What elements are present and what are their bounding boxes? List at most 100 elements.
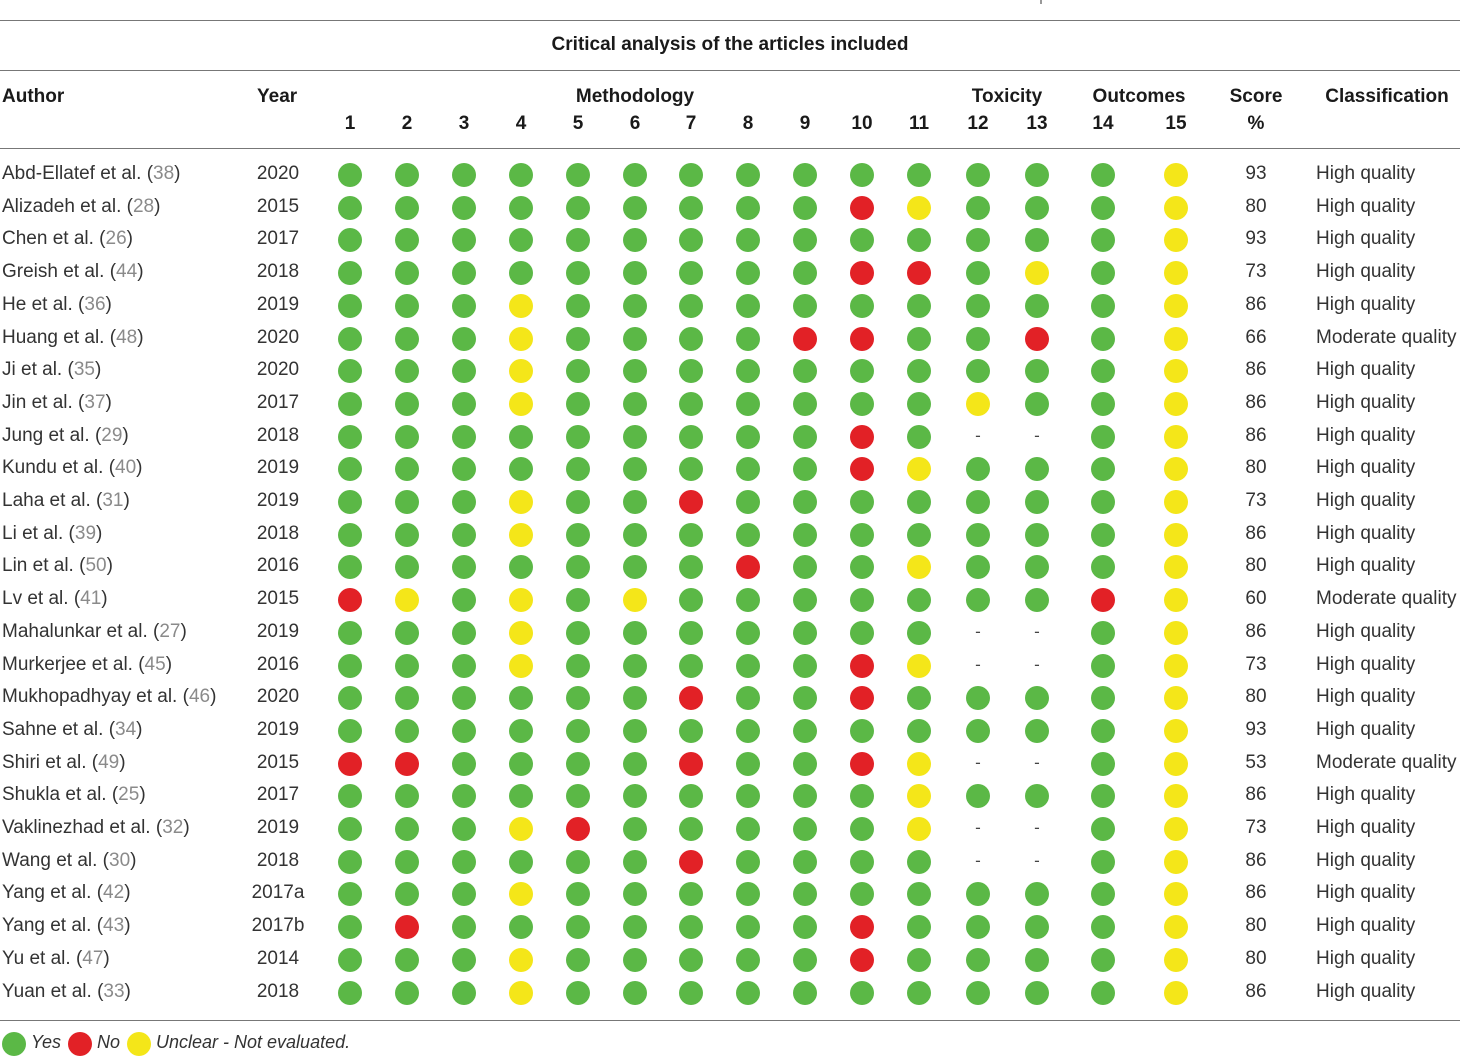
rating-dot-yes (1025, 490, 1049, 514)
rating-dot-yes (966, 882, 990, 907)
rating-dot-yes (907, 882, 931, 907)
reference-link[interactable]: 29 (101, 424, 123, 446)
year-cell: 2019 (256, 718, 300, 740)
rating-dot-yes (623, 326, 647, 351)
year-cell: 2018 (256, 424, 300, 446)
bottom-rule (0, 1020, 1460, 1021)
rating-dot-no (850, 195, 874, 220)
rating-dot-unclear (509, 326, 533, 351)
reference-link[interactable]: 32 (162, 817, 184, 838)
rating-dot-yes (679, 555, 703, 580)
table-row: Li et al. (39) 2018 86 High quality (0, 517, 1460, 550)
score-cell: 53 (1245, 751, 1267, 773)
reference-link[interactable]: 43 (103, 915, 125, 937)
reference-link[interactable]: 35 (73, 359, 95, 381)
rating-dot-yes (395, 163, 419, 187)
table-row: Lv et al. (41) 2015 60 Moderate quality (0, 582, 1460, 615)
author-cell: Jin et al. (37) (2, 386, 112, 419)
rating-dot-unclear (1164, 686, 1188, 711)
reference-link[interactable]: 49 (98, 751, 120, 773)
rating-dot-yes (566, 424, 590, 449)
table-row: Yang et al. (43) 2017b 80 High quality (0, 909, 1460, 942)
author-name: Greish et al. ( (2, 261, 117, 283)
year-cell: 2017 (256, 784, 300, 806)
not-applicable-mark: - (975, 621, 981, 641)
score-cell: 80 (1245, 195, 1267, 217)
reference-link[interactable]: 34 (115, 718, 137, 740)
reference-link[interactable]: 48 (116, 326, 138, 348)
score-cell: 86 (1245, 620, 1267, 642)
rating-dot-yes (623, 653, 647, 678)
table-row: Mahalunkar et al. (27) 2019 - - 86 High quali… (0, 615, 1460, 648)
item-number-11: 11 (908, 113, 930, 134)
reference-link[interactable]: 38 (153, 163, 175, 184)
reference-link[interactable]: 33 (103, 980, 125, 1002)
reference-link[interactable]: 50 (85, 555, 107, 577)
reference-link[interactable]: 30 (109, 849, 131, 871)
rating-dot-yes (623, 915, 647, 940)
header-classification: Classification (1325, 86, 1449, 107)
rating-dot-unclear (1025, 261, 1049, 286)
reference-link[interactable]: 25 (118, 784, 140, 806)
rating-dot-no (1025, 326, 1049, 351)
rating-dot-yes (679, 882, 703, 907)
rating-dot-yes (566, 915, 590, 940)
rating-dot-yes (509, 784, 533, 809)
rating-dot-yes (1025, 947, 1049, 972)
rating-dot-yes (338, 947, 362, 972)
reference-link[interactable]: 28 (132, 195, 155, 217)
reference-link[interactable]: 31 (102, 490, 124, 511)
table-row: Shukla et al. (25) 2017 86 High quality (0, 778, 1460, 811)
rating-dot-yes (623, 457, 647, 482)
rating-dot-yes (509, 163, 533, 187)
rating-dot-yes (793, 457, 817, 482)
classification-cell: High quality (1316, 261, 1416, 283)
not-applicable-mark: - (1034, 752, 1040, 772)
rating-dot-unclear (1164, 718, 1188, 743)
rating-dot-yes (395, 555, 419, 580)
rating-dot-yes (736, 261, 760, 286)
score-cell: 86 (1245, 391, 1267, 413)
reference-link[interactable]: 40 (115, 457, 137, 479)
reference-link[interactable]: 39 (74, 522, 97, 544)
classification-cell: Moderate quality (1316, 751, 1457, 773)
reference-link[interactable]: 41 (80, 588, 102, 610)
rating-dot-no (850, 751, 874, 776)
rating-dot-unclear (1164, 784, 1188, 809)
item-number-10: 10 (851, 113, 873, 134)
rating-dot-yes (679, 522, 703, 547)
rating-dot-yes (736, 849, 760, 874)
rating-dot-yes (509, 718, 533, 743)
rating-dot-yes (793, 293, 817, 318)
rating-dot-yes (566, 522, 590, 547)
author-cell: Shukla et al. (25) (2, 778, 146, 811)
reference-link[interactable]: 42 (103, 882, 125, 904)
reference-link[interactable]: 45 (144, 653, 166, 675)
reference-link[interactable]: 46 (188, 686, 211, 708)
rating-dot-yes (452, 653, 476, 678)
reference-link[interactable]: 44 (116, 261, 138, 283)
rating-dot-yes (679, 359, 703, 384)
table-row: Alizadeh et al. (28) 2015 80 High quality (0, 190, 1460, 223)
reference-link[interactable]: 37 (84, 391, 106, 413)
rating-dot-yes (1091, 686, 1115, 711)
author-close-paren: ) (130, 849, 137, 871)
reference-link[interactable]: 36 (84, 293, 106, 315)
table-row: Lin et al. (50) 2016 80 High quality (0, 549, 1460, 582)
reference-link[interactable]: 47 (82, 947, 104, 969)
rating-dot-no (850, 653, 874, 678)
rating-dot-yes (395, 882, 419, 907)
rating-dot-yes (793, 359, 817, 384)
score-cell: 80 (1245, 947, 1267, 969)
reference-link[interactable]: 26 (105, 228, 127, 250)
rating-dot-yes (623, 555, 647, 580)
rating-dot-yes (907, 490, 931, 514)
rating-dot-yes (1025, 980, 1049, 1005)
reference-link[interactable]: 27 (159, 620, 181, 642)
rating-dot-yes (966, 588, 990, 613)
author-cell: Mahalunkar et al. (27) (2, 615, 187, 648)
rating-dot-yes (966, 915, 990, 940)
year-cell: 2020 (256, 686, 300, 708)
rating-dot-yes (736, 947, 760, 972)
rating-dot-yes (509, 261, 533, 286)
